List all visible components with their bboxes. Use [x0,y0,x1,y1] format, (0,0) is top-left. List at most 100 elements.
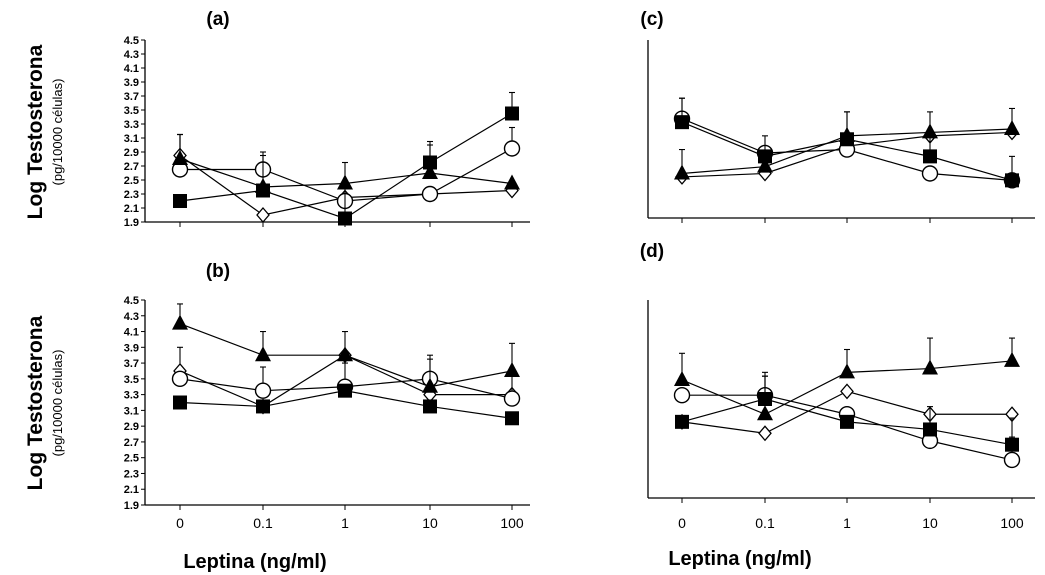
panel-label: (d) [640,241,664,262]
x-tick-label: 0.1 [755,515,775,531]
marker-triangle [255,346,271,362]
marker-triangle [422,164,438,179]
y-tick-label: 3.3 [124,390,139,402]
marker-triangle [172,150,188,165]
marker-circle [1003,451,1021,469]
marker-circle [503,140,521,157]
y-tick-label: 1.9 [124,500,139,512]
marker-square [1005,173,1019,188]
marker-square [173,194,187,208]
marker-triangle [422,377,438,393]
y-tick-label: 3.7 [124,358,139,370]
marker-triangle [922,359,938,375]
marker-triangle [757,157,773,173]
y-tick-label: 2.3 [124,189,139,201]
series-square [173,91,519,226]
y-tick-label: 4.5 [124,295,139,307]
marker-square [840,414,854,429]
y-tick-label: 4.3 [124,49,139,61]
y-axis-label: Log Testosterona [24,315,47,490]
marker-diamond [840,383,854,400]
x-tick-label: 0.1 [253,515,273,531]
marker-circle [921,165,939,182]
marker-circle [503,390,521,407]
y-tick-label: 2.7 [124,437,139,449]
marker-circle [171,370,189,388]
series-triangle [172,133,520,193]
y-tick-label: 3.1 [124,133,139,145]
x-tick-label: 100 [1000,515,1024,531]
marker-triangle [1004,120,1020,135]
y-tick-label: 3.9 [124,342,139,354]
marker-square [256,183,270,198]
series-square [675,375,1019,452]
marker-square [505,106,519,121]
marker-square [675,414,689,429]
y-tick-label: 4.1 [124,327,139,339]
marker-triangle [504,174,520,190]
marker-square [758,392,772,406]
y-tick-label: 3.3 [124,119,139,131]
marker-circle [673,386,691,404]
y-tick-label: 2.5 [124,453,139,465]
y-tick-label: 2.9 [124,147,139,159]
marker-triangle [1004,351,1020,367]
marker-square [923,422,937,437]
y-tick-label: 4.3 [124,311,139,323]
marker-triangle [922,123,938,139]
panel-d: (d) 0 0.1 1 10 100 Leptina (ng/ml) [640,241,1035,570]
panel-b: (b) 1.9 2.1 2.3 2.5 2.7 2.9 3.1 3.3 3.5 3.7 3.9 4.1 4… [24,261,530,573]
marker-circle [254,382,272,399]
marker-triangle [172,314,188,330]
series-square [173,383,519,426]
y-tick-label: 3.7 [124,91,139,103]
marker-square [338,211,352,226]
panel-c: (c) [640,9,1035,223]
y-tick-label: 1.9 [124,217,139,229]
panel-label: (b) [206,261,230,282]
marker-square [423,399,437,414]
y-tick-label: 3.5 [124,374,139,386]
y-tick-label: 3.1 [124,405,139,417]
marker-square [675,115,689,130]
y-tick-label: 2.7 [124,161,139,173]
x-tick-label: 1 [843,515,851,531]
x-axis-label: Leptina (ng/ml) [668,548,811,570]
marker-triangle [504,361,520,377]
y-tick-label: 3.9 [124,77,139,89]
y-tick-label: 4.1 [124,63,139,75]
marker-square [256,399,270,414]
series-square [675,97,1019,188]
series-circle [171,358,521,407]
y-axis-label-group: Log Testosterona (pg/10000 células) [24,315,65,490]
y-axis-sublabel: (pg/10000 células) [50,350,65,457]
marker-square [173,395,187,410]
marker-diamond [256,207,270,223]
x-tick-label: 10 [922,515,938,531]
x-tick-label: 100 [500,515,524,531]
panel-a: (a) 1.9 2.1 2.3 2.5 2.7 2.9 3.1 3.3 3.5 3.7 3.9 4.1 4… [24,9,530,229]
y-tick-label: 2.1 [124,203,139,215]
x-tick-label: 0 [678,515,686,531]
x-tick-label: 0 [176,515,184,531]
y-axis-label: Log Testosterona [24,44,47,219]
x-tick-label: 1 [341,515,349,531]
marker-diamond [758,425,772,442]
marker-triangle [674,164,690,180]
x-tick-label: 10 [422,515,438,531]
marker-square [505,411,519,426]
y-tick-label: 2.9 [124,421,139,433]
series-triangle [172,303,520,393]
x-axis-label: Leptina (ng/ml) [183,551,326,573]
panel-label: (c) [640,9,663,30]
marker-triangle [839,363,855,379]
marker-square [338,383,352,398]
panel-label: (a) [206,9,229,30]
y-axis-sublabel: (pg/10000 células) [50,79,65,186]
marker-triangle [674,370,690,386]
marker-circle [421,185,439,203]
y-tick-label: 2.5 [124,175,139,187]
y-axis-label-group: Log Testosterona (pg/10000 células) [24,44,65,219]
marker-square [758,149,772,164]
